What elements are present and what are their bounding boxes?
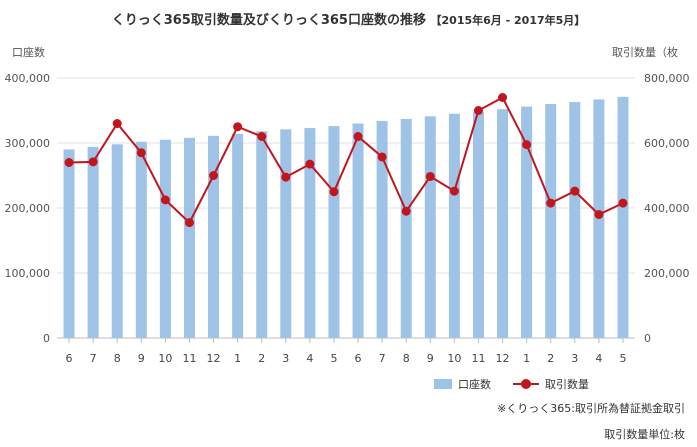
bar: [232, 133, 244, 338]
line-point: [522, 140, 532, 150]
line-point: [281, 172, 291, 182]
x-tick-label: 1: [234, 352, 241, 365]
line-point: [473, 106, 483, 115]
bar: [521, 106, 533, 338]
x-tick-label: 6: [66, 352, 73, 365]
chart-title: くりっく365取引数量及びくりっく365口座数の推移 【2015年6月 - 20…: [0, 9, 697, 28]
bar: [159, 139, 171, 338]
bar: [569, 102, 581, 338]
x-tick-label: 2: [547, 352, 554, 365]
x-tick-label: 3: [282, 352, 289, 365]
line-point: [209, 171, 219, 180]
line-point: [449, 186, 459, 196]
line-point: [136, 148, 146, 158]
left-axis-label: 口座数: [12, 46, 45, 59]
line-point: [546, 198, 556, 208]
x-tick-label: 12: [496, 352, 510, 365]
line-point: [570, 186, 580, 196]
chart-subtitle: 【2015年6月 - 2017年5月】: [430, 14, 586, 27]
bar: [352, 123, 364, 338]
x-tick-label: 9: [138, 352, 145, 365]
x-tick-label: 10: [158, 352, 172, 365]
x-tick-label: 3: [571, 352, 578, 365]
bar: [472, 111, 484, 338]
bar: [448, 113, 460, 338]
x-tick-label: 4: [306, 352, 313, 365]
x-tick-label: 7: [90, 352, 97, 365]
bar: [87, 146, 99, 338]
bar: [304, 128, 316, 338]
legend: 口座数 取引数量: [434, 376, 589, 392]
right-tick-label: 400,000: [644, 202, 690, 215]
legend-line-label: 取引数量: [545, 378, 589, 391]
line-point: [377, 152, 387, 162]
x-tick-label: 5: [619, 352, 626, 365]
x-tick-label: 11: [182, 352, 196, 365]
x-tick-label: 4: [595, 352, 602, 365]
line-point: [498, 93, 508, 102]
bar: [280, 129, 292, 338]
x-tick-label: 10: [447, 352, 461, 365]
line-point: [112, 119, 122, 128]
x-tick-label: 9: [427, 352, 434, 365]
bar: [424, 116, 436, 338]
bar: [63, 149, 75, 338]
line-point: [160, 195, 170, 205]
line-point: [401, 206, 411, 216]
note-definition: ※くりっく365:取引所為替証拠金取引: [497, 402, 685, 415]
bar: [617, 96, 629, 338]
bar: [400, 118, 412, 338]
line-point: [305, 159, 315, 169]
line-point: [184, 218, 194, 228]
x-tick-label: 2: [258, 352, 265, 365]
bar: [376, 120, 388, 339]
bar: [208, 135, 220, 338]
x-tick-label: 11: [471, 352, 485, 365]
note-unit: 取引数量単位:枚: [604, 428, 685, 441]
x-tick-label: 1: [523, 352, 530, 365]
chart-title-main: くりっく365取引数量及びくりっく365口座数の推移: [111, 13, 426, 28]
x-tick-label: 8: [403, 352, 410, 365]
line-point: [618, 198, 628, 208]
legend-bar-label: 口座数: [458, 378, 491, 391]
left-tick-label: 100,000: [5, 267, 51, 280]
left-tick-label: 300,000: [5, 137, 51, 150]
bar: [135, 141, 147, 338]
line-point: [353, 132, 363, 141]
x-tick-label: 5: [330, 352, 337, 365]
line-point: [425, 171, 435, 181]
left-tick-label: 0: [43, 332, 50, 345]
left-tick-label: 400,000: [5, 72, 51, 85]
right-tick-label: 600,000: [644, 137, 690, 150]
line-point: [594, 210, 604, 219]
line-point: [329, 187, 339, 197]
x-tick-label: 8: [114, 352, 121, 365]
right-tick-label: 200,000: [644, 267, 690, 280]
x-tick-label: 6: [355, 352, 362, 365]
line-point: [64, 158, 74, 167]
legend-bar-swatch: [434, 379, 452, 389]
right-tick-label: 800,000: [644, 72, 690, 85]
line-point: [233, 122, 243, 132]
x-tick-label: 7: [379, 352, 386, 365]
line-point: [88, 157, 98, 167]
bar: [183, 137, 195, 338]
legend-line-swatch: [513, 378, 539, 390]
right-tick-label: 0: [644, 332, 651, 345]
right-axis-label: 取引数量（枚: [612, 46, 678, 59]
bar: [497, 109, 509, 338]
bar: [545, 104, 557, 338]
x-tick-label: 12: [207, 352, 221, 365]
bar: [111, 144, 123, 338]
series-line: [69, 96, 624, 225]
line-point: [257, 132, 267, 141]
bar: [256, 131, 268, 338]
left-tick-label: 200,000: [5, 202, 51, 215]
bar: [328, 126, 340, 338]
